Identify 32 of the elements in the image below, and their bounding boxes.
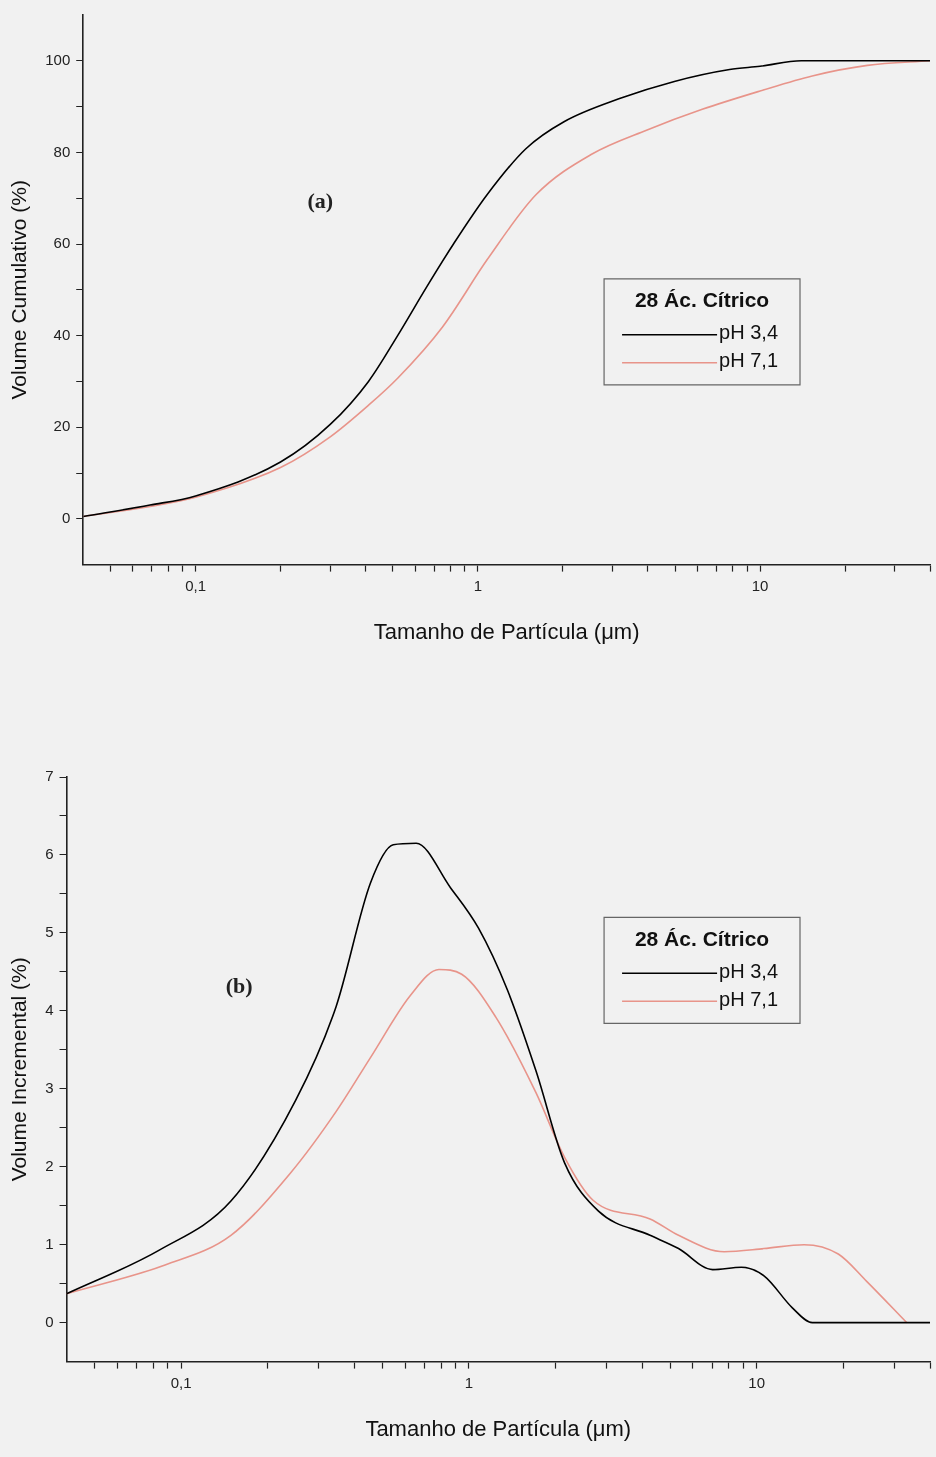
y-tick-label: 60 <box>53 234 71 252</box>
annotation: (b) <box>225 973 253 999</box>
x-tick-label: 10 <box>748 1373 766 1391</box>
x-axis-title: Tamanho de Partícula (μm) <box>373 618 640 644</box>
x-axis-title: Tamanho de Partícula (μm) <box>365 1415 632 1441</box>
y-tick-label: 100 <box>45 50 71 68</box>
legend-label: pH 7,1 <box>719 349 779 372</box>
y-tick-label: 2 <box>45 1156 54 1174</box>
legend-label: pH 3,4 <box>719 959 779 982</box>
y-tick-label: 80 <box>53 142 71 160</box>
y-tick-label: 0 <box>61 508 71 526</box>
x-tick-label: 10 <box>751 576 769 594</box>
annotation: (a) <box>307 187 334 213</box>
y-tick-label: 3 <box>45 1078 54 1096</box>
y-tick-label: 5 <box>45 923 54 941</box>
x-tick-label: 0,1 <box>185 576 206 594</box>
y-tick-label: 20 <box>53 417 71 435</box>
y-tick-label: 40 <box>53 325 71 343</box>
legend-title: 28 Ác. Cítrico <box>634 926 770 950</box>
y-tick-label: 4 <box>45 1000 54 1018</box>
legend-title: 28 Ác. Cítrico <box>634 288 770 312</box>
y-axis-title: Volume Incremental (%) <box>7 957 31 1182</box>
y-tick-label: 6 <box>45 845 54 863</box>
y-tick-label: 0 <box>45 1312 54 1330</box>
legend-label: pH 7,1 <box>719 987 779 1010</box>
x-tick-label: 1 <box>473 576 482 594</box>
x-tick-label: 0,1 <box>170 1373 192 1391</box>
y-tick-label: 7 <box>45 767 54 785</box>
y-tick-label: 1 <box>45 1234 54 1252</box>
legend-label: pH 3,4 <box>719 321 779 344</box>
x-tick-label: 1 <box>464 1373 474 1391</box>
y-axis-title: Volume Cumulativo (%) <box>7 180 31 400</box>
